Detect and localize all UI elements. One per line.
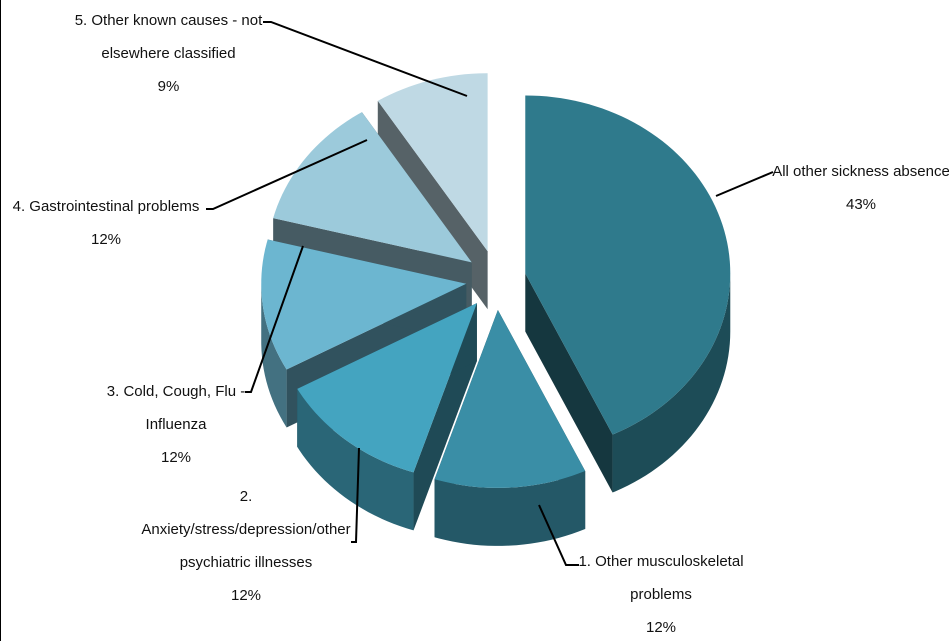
data-label: 1. Other musculoskeletal problems 12% [566, 545, 756, 641]
slice-top [273, 112, 472, 263]
slice-top [297, 303, 477, 473]
category-label: 5. Other known causes - not elsewhere cl… [74, 12, 263, 62]
category-label: 3. Cold, Cough, Flu - Influenza [106, 383, 246, 433]
leader-line [715, 171, 774, 197]
value-label: 12% [645, 619, 677, 636]
data-label: 3. Cold, Cough, Flu - Influenza 12% [96, 375, 256, 474]
value-label: 12% [90, 231, 122, 248]
value-label: 43% [845, 196, 877, 213]
slice-side [261, 283, 287, 428]
data-label: 2. Anxiety/stress/depression/other psych… [141, 480, 351, 612]
value-label: 9% [157, 78, 180, 95]
data-label: 5. Other known causes - not elsewhere cl… [56, 4, 281, 103]
category-label: 2. Anxiety/stress/depression/other psych… [141, 488, 351, 571]
leader-line [538, 504, 579, 566]
slice [434, 309, 586, 546]
leader-line [206, 139, 368, 210]
slice [525, 95, 731, 493]
data-label: All other sickness absence 43% [766, 155, 949, 221]
category-label: 1. Other musculoskeletal problems [578, 553, 744, 603]
slice-side [297, 388, 414, 531]
data-label: 4. Gastrointestinal problems 12% [1, 190, 211, 256]
slice-side [434, 471, 586, 546]
value-label: 12% [230, 587, 262, 604]
value-label: 12% [160, 449, 192, 466]
leader-line [351, 447, 360, 543]
category-label: All other sickness absence [772, 163, 949, 180]
slice-side [612, 273, 731, 493]
category-label: 4. Gastrointestinal problems [12, 198, 200, 215]
slice-wall [525, 273, 613, 493]
slice-top [434, 309, 586, 488]
slice-top [377, 73, 488, 252]
slice-top [261, 239, 467, 370]
slice [297, 303, 477, 531]
leader-line [263, 21, 468, 97]
slice-top [525, 95, 731, 435]
leader-line [245, 245, 304, 393]
